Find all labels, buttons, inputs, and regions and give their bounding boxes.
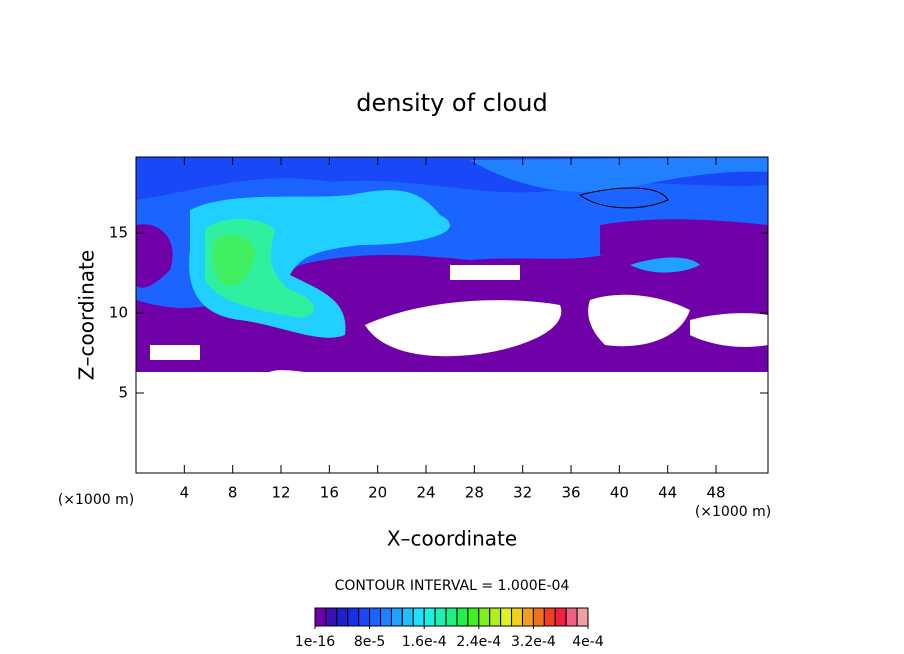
x-tick-label: 44 bbox=[658, 484, 677, 502]
x-tick-label: 16 bbox=[320, 484, 339, 502]
field-hole bbox=[365, 300, 562, 357]
contour-field bbox=[136, 157, 768, 473]
chart-title: density of cloud bbox=[356, 89, 547, 117]
field-hole bbox=[150, 345, 200, 360]
field-region bbox=[630, 257, 700, 273]
colorbar-swatch bbox=[401, 607, 414, 627]
x-axis-title: X–coordinate bbox=[387, 527, 517, 551]
x-tick-label: 28 bbox=[465, 484, 484, 502]
x-tick-label: 24 bbox=[416, 484, 435, 502]
field-region bbox=[470, 157, 768, 192]
plot-frame bbox=[135, 156, 769, 474]
colorbar-swatch bbox=[532, 607, 545, 627]
x-tick-label: 36 bbox=[561, 484, 580, 502]
colorbar-swatch bbox=[325, 607, 338, 627]
x-tick-label: 32 bbox=[513, 484, 532, 502]
colorbar-swatch bbox=[314, 607, 327, 627]
colorbar-swatch bbox=[565, 607, 578, 627]
colorbar-swatch bbox=[467, 607, 480, 627]
x-tick-label: 48 bbox=[706, 484, 725, 502]
colorbar-swatch bbox=[369, 607, 382, 627]
colorbar-swatch bbox=[445, 607, 458, 627]
colorbar-swatch bbox=[521, 607, 534, 627]
field-hole bbox=[136, 370, 768, 473]
colorbar-swatch bbox=[456, 607, 469, 627]
colorbar-swatch bbox=[423, 607, 436, 627]
y-tick-label: 5 bbox=[118, 384, 128, 402]
colorbar-swatch bbox=[543, 607, 556, 627]
colorbar-swatch bbox=[434, 607, 447, 627]
field-region bbox=[600, 219, 768, 255]
y-unit: (×1000 m) bbox=[58, 492, 134, 508]
y-tick-label: 10 bbox=[109, 304, 128, 322]
colorbar-tick-label: 2.4e-4 bbox=[456, 634, 501, 650]
colorbar-swatch bbox=[412, 607, 425, 627]
colorbar-tick-label: 3.2e-4 bbox=[511, 634, 556, 650]
colorbar-swatch bbox=[511, 607, 523, 627]
colorbar-swatch bbox=[554, 607, 567, 627]
colorbar-swatch bbox=[478, 607, 491, 627]
x-tick-label: 40 bbox=[610, 484, 629, 502]
colorbar-tick-label: 1e-16 bbox=[295, 634, 335, 650]
colorbar-swatch bbox=[390, 607, 403, 627]
colorbar-tick-label: 8e-5 bbox=[354, 634, 385, 650]
contour-line bbox=[578, 187, 669, 209]
colorbar-swatch bbox=[576, 607, 589, 627]
field-hole bbox=[588, 294, 690, 347]
field-region bbox=[212, 234, 255, 286]
colorbar-tick-label: 1.6e-4 bbox=[402, 634, 447, 650]
colorbar-swatch bbox=[336, 607, 349, 627]
x-tick-label: 8 bbox=[228, 484, 238, 502]
x-tick-label: 12 bbox=[271, 484, 290, 502]
colorbar-swatch bbox=[500, 607, 513, 627]
colorbar-swatch bbox=[347, 607, 360, 627]
y-axis-title: Z–coordinate bbox=[75, 250, 99, 380]
colorbar-swatch bbox=[489, 607, 502, 627]
field-hole bbox=[450, 265, 520, 280]
x-tick-label: 4 bbox=[180, 484, 190, 502]
colorbar-swatch bbox=[358, 607, 371, 627]
field-region bbox=[136, 224, 173, 288]
x-tick-label: 20 bbox=[368, 484, 387, 502]
y-tick-label: 15 bbox=[109, 224, 128, 242]
x-unit: (×1000 m) bbox=[695, 504, 771, 520]
contour-interval: CONTOUR INTERVAL = 1.000E-04 bbox=[335, 578, 570, 594]
field-hole bbox=[690, 313, 768, 347]
colorbar-tick-label: 4e-4 bbox=[572, 634, 604, 650]
colorbar-swatch bbox=[380, 607, 392, 627]
